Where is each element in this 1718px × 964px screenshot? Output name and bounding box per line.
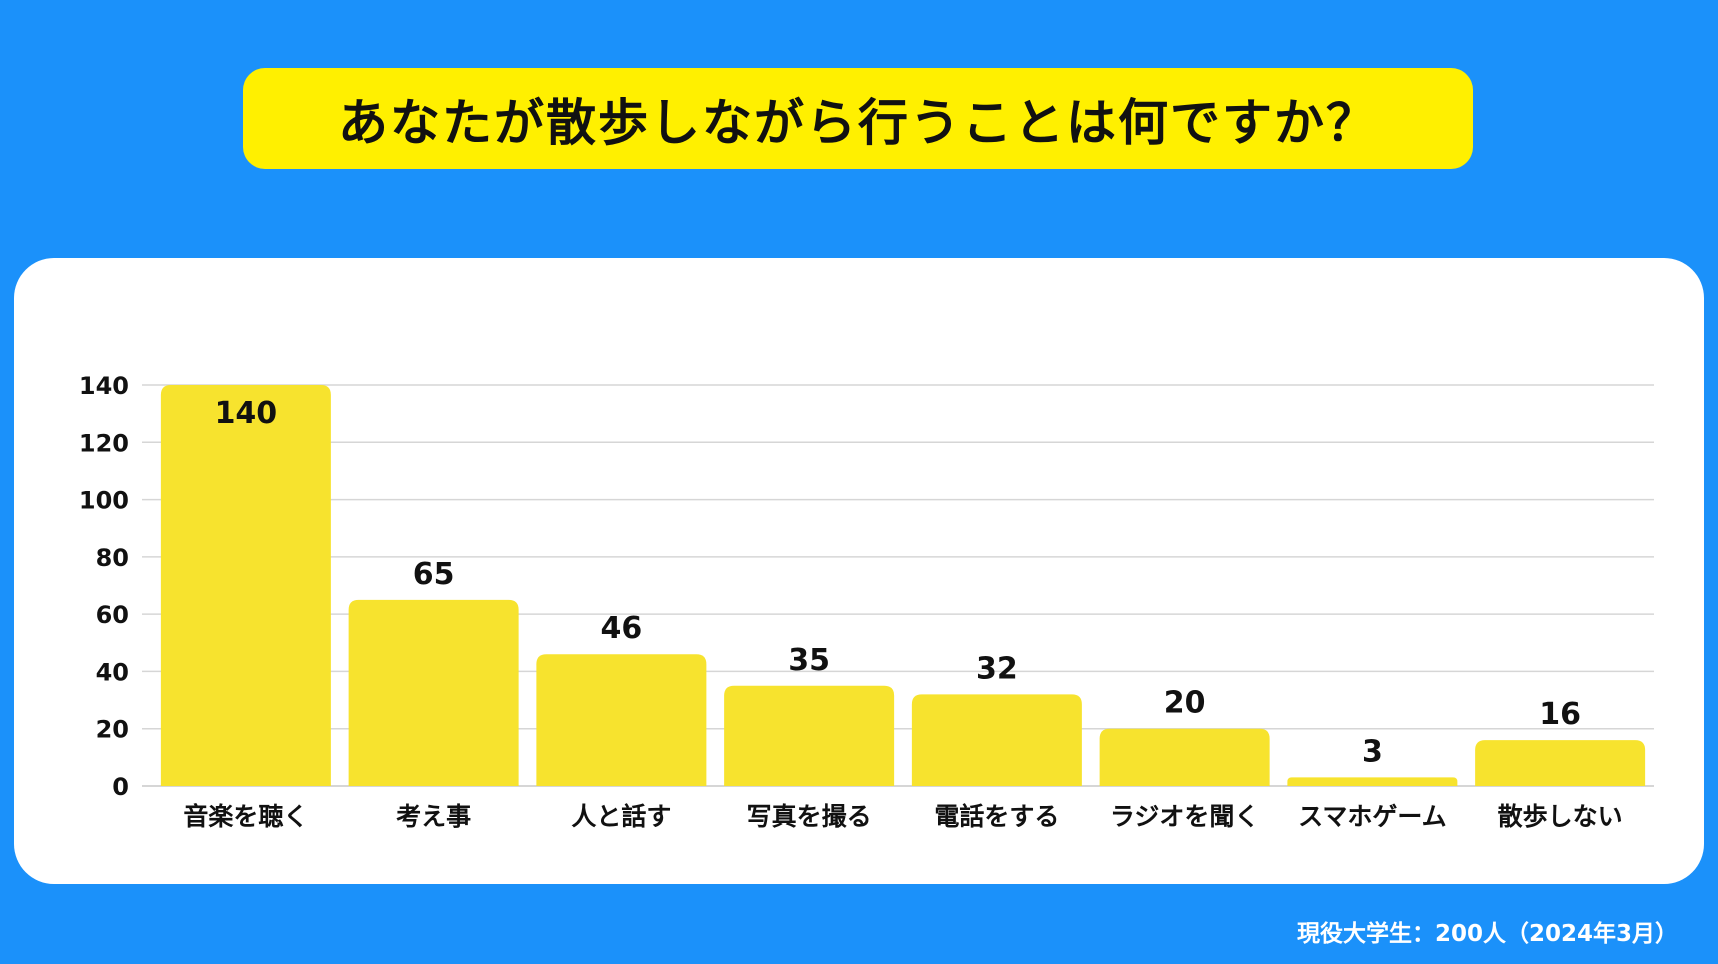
x-tick-label: ラジオを聞く xyxy=(1110,802,1260,831)
bar xyxy=(536,654,707,786)
y-tick-label: 40 xyxy=(96,658,129,686)
y-tick-label: 100 xyxy=(79,487,129,515)
data-label: 3 xyxy=(1362,734,1383,769)
x-tick-label: 散歩しない xyxy=(1498,802,1623,831)
bar xyxy=(1475,740,1646,786)
data-label: 35 xyxy=(788,643,830,678)
data-label: 46 xyxy=(601,611,643,646)
x-tick-label: 写真を撮る xyxy=(747,802,872,831)
x-tick-label: 電話をする xyxy=(934,802,1059,831)
x-tick-label: 人と話す xyxy=(571,802,671,831)
bar xyxy=(1099,728,1270,786)
y-tick-label: 60 xyxy=(96,601,129,629)
bar xyxy=(911,694,1082,786)
title-box: あなたが散歩しながら行うことは何ですか？ xyxy=(243,68,1473,169)
x-tick-label: スマホゲーム xyxy=(1298,802,1447,831)
bar xyxy=(1287,777,1458,786)
x-tick-label: 音楽を聴く xyxy=(183,802,308,831)
bar xyxy=(348,599,519,786)
y-tick-label: 0 xyxy=(112,773,129,801)
bar xyxy=(724,685,895,786)
chart-title: あなたが散歩しながら行うことは何ですか？ xyxy=(338,93,1378,152)
bar-chart: 0 20 40 60 80 100 120 140 140 音楽を聴く 65 考え事 46 人と話す 35 写… xyxy=(79,372,1654,831)
data-label: 140 xyxy=(215,396,278,431)
data-label: 65 xyxy=(413,557,455,592)
data-label: 20 xyxy=(1164,686,1206,721)
survey-footnote: 現役大学生：200人（2024年3月） xyxy=(1296,921,1678,947)
y-tick-label: 80 xyxy=(96,544,129,572)
data-label: 16 xyxy=(1539,697,1581,732)
chart-panel: 0 20 40 60 80 100 120 140 140 音楽を聴く 65 考え事 46 人と話す 35 写… xyxy=(14,258,1704,884)
y-tick-label: 120 xyxy=(79,429,129,457)
x-tick-label: 考え事 xyxy=(396,802,471,831)
data-label: 32 xyxy=(976,651,1018,686)
bar xyxy=(160,385,331,786)
y-tick-label: 20 xyxy=(96,716,129,744)
y-tick-label: 140 xyxy=(79,372,129,400)
